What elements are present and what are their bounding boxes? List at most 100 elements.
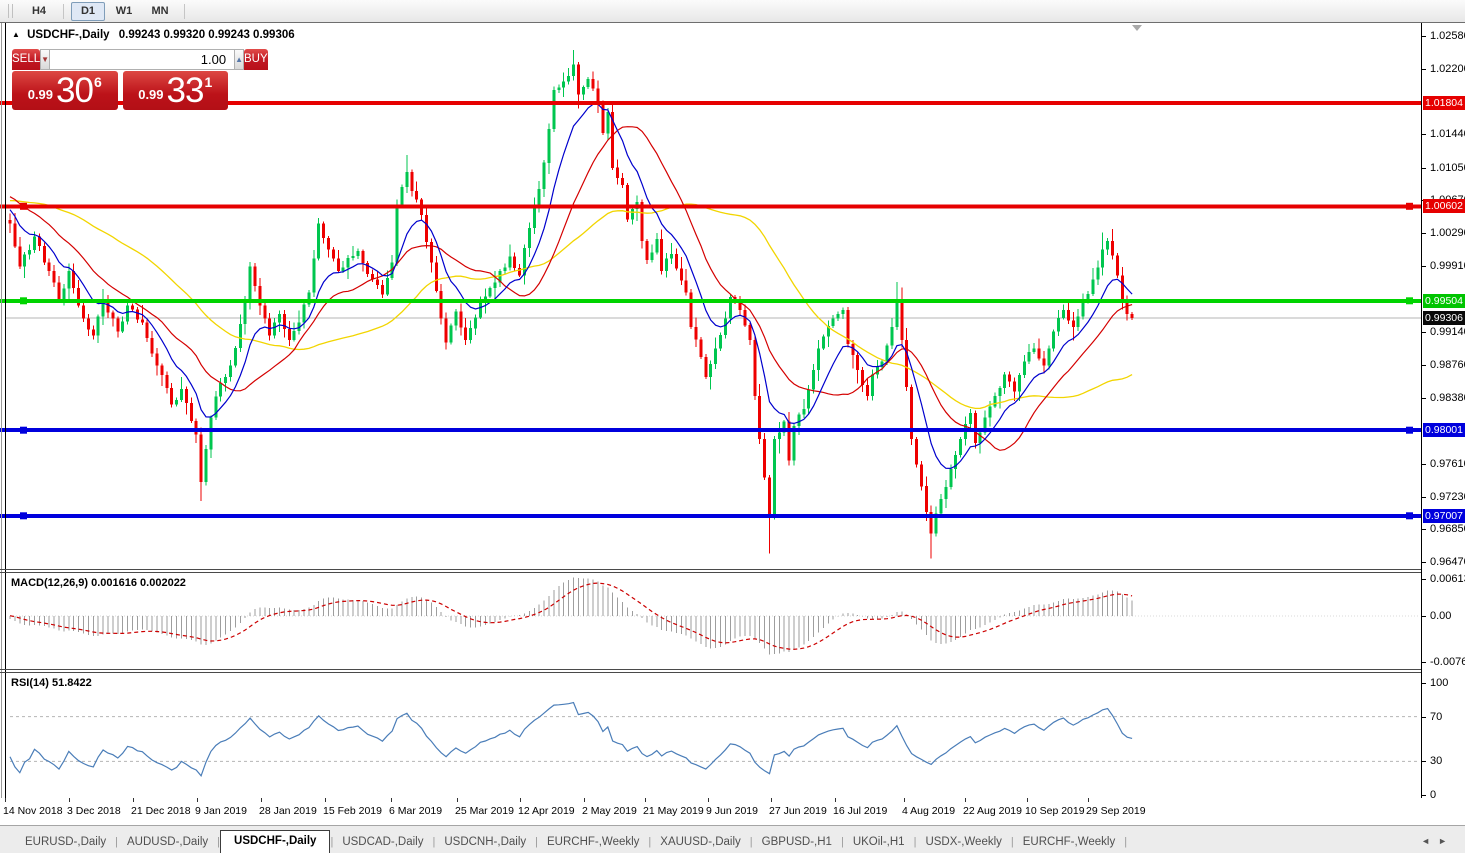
date-tick: [708, 798, 709, 802]
chart-tab-eurchf-weekly[interactable]: EURCHF-,Weekly: [546, 836, 640, 848]
tab-separator: |: [749, 836, 753, 848]
date-tick: [584, 798, 585, 802]
price-line-badge: 1.00602: [1423, 199, 1465, 213]
price-chart[interactable]: [0, 23, 1421, 799]
panel-separator[interactable]: [0, 572, 1465, 573]
date-label: 15 Feb 2019: [323, 805, 382, 817]
buy-price-display[interactable]: 0.99 33 1: [122, 71, 228, 110]
timeframe-button-h4[interactable]: H4: [31, 4, 47, 17]
tab-separator: |: [535, 836, 538, 848]
volume-decrease-button[interactable]: ▼: [40, 49, 50, 70]
chart-tab-audusd-daily[interactable]: AUDUSD-,Daily: [127, 836, 209, 848]
date-label: 25 Mar 2019: [455, 805, 514, 817]
axis-tick: [1422, 562, 1426, 563]
date-tick: [133, 798, 134, 802]
date-label: 4 Aug 2019: [902, 805, 956, 817]
tab-separator: |: [115, 836, 119, 848]
axis-tick: [1422, 266, 1426, 267]
toolbar-separator: [63, 3, 64, 19]
date-label: 21 Dec 2018: [131, 805, 191, 817]
date-label: 28 Jan 2019: [259, 805, 317, 817]
tab-scroll-left-icon[interactable]: ◄: [1421, 836, 1439, 846]
price-axis-label: 1.02200: [1430, 63, 1465, 75]
collapse-triangle-icon[interactable]: ▲: [12, 30, 20, 39]
date-tick: [261, 798, 262, 802]
tab-separator: |: [913, 836, 917, 848]
chart-tab-usdchf-daily[interactable]: USDCHF-,Daily: [220, 830, 331, 853]
chart-tab-ukoil-h1[interactable]: UKOil-,H1: [852, 836, 905, 848]
axis-tick: [1422, 761, 1426, 762]
chart-tab-usdcnh-daily[interactable]: USDCNH-,Daily: [444, 836, 527, 848]
date-tick: [391, 798, 392, 802]
chart-shift-marker[interactable]: [1132, 25, 1142, 31]
axis-tick: [1422, 69, 1426, 70]
chart-tab-eurusd-daily[interactable]: EURUSD-,Daily: [25, 836, 107, 848]
panel-separator[interactable]: [0, 569, 1465, 570]
ohlc-values: 0.99243 0.99320 0.99243 0.99306: [118, 29, 295, 41]
toolbar-grip-handle[interactable]: [8, 4, 13, 18]
sell-button[interactable]: SELL: [12, 49, 41, 70]
panel-separator[interactable]: [0, 672, 1465, 673]
date-tick: [1088, 798, 1089, 802]
date-label: 16 Jul 2019: [833, 805, 888, 817]
date-label: 9 Jun 2019: [706, 805, 758, 817]
price-axis[interactable]: 1.025801.022001.014401.010501.006701.002…: [1421, 23, 1465, 801]
timeframe-button-w1[interactable]: W1: [115, 4, 133, 17]
timeframe-button-mn[interactable]: MN: [151, 4, 169, 17]
timeframe-buttons: H4 D1 W1 MN: [21, 1, 191, 21]
price-line-badge: 0.98001: [1423, 423, 1465, 437]
chart-tab-usdcad-daily[interactable]: USDCAD-,Daily: [342, 836, 424, 848]
date-label: 6 Mar 2019: [389, 805, 443, 817]
axis-tick: [1422, 795, 1426, 796]
chart-tab-xauusd-daily[interactable]: XAUUSD-,Daily: [660, 836, 741, 848]
axis-tick: [1422, 529, 1426, 530]
panel-separator[interactable]: [0, 669, 1465, 670]
date-tick: [457, 798, 458, 802]
axis-tick: [1422, 497, 1426, 498]
axis-tick: [1422, 616, 1426, 617]
date-tick: [520, 798, 521, 802]
macd-axis-label: 0.00: [1430, 610, 1452, 622]
timeframe-button-d1[interactable]: D1: [71, 1, 105, 21]
rsi-axis-label: 100: [1430, 677, 1449, 689]
date-label: 2 May 2019: [582, 805, 637, 817]
tab-scroll-right-icon[interactable]: ►: [1438, 836, 1455, 846]
volume-increase-button[interactable]: ▲: [235, 49, 244, 70]
rsi-axis-label: 70: [1430, 711, 1443, 723]
date-tick: [904, 798, 905, 802]
macd-main-value: 0.001616: [91, 577, 137, 589]
tab-separator: |: [648, 836, 652, 848]
chart-tab-gbpusd-h1[interactable]: GBPUSD-,H1: [761, 836, 832, 848]
price-line-badge: 1.01804: [1423, 96, 1465, 110]
date-label: 21 May 2019: [643, 805, 704, 817]
date-tick: [69, 798, 70, 802]
axis-tick: [1422, 464, 1426, 465]
chart-tab-eurchf-weekly[interactable]: EURCHF-,Weekly: [1022, 836, 1116, 848]
one-click-trading-panel: SELL ▼ ▲ BUY 0.99 30 6 0.99 33 1: [12, 49, 268, 110]
price-line-badge: 0.97007: [1423, 509, 1465, 523]
toolbar-separator: [184, 3, 185, 19]
price-line-badge: 0.99504: [1423, 294, 1465, 308]
sell-price-pip: 6: [93, 74, 102, 90]
sell-price-prefix: 0.99: [27, 87, 54, 102]
sell-price-main: 30: [56, 71, 94, 111]
chart-title: ▲ USDCHF-,Daily 0.99243 0.99320 0.99243 …: [12, 29, 295, 41]
chart-tab-usdx-weekly[interactable]: USDX-,Weekly: [925, 836, 1002, 848]
date-tick: [325, 798, 326, 802]
tab-scroll-arrows: ◄►: [1421, 836, 1455, 853]
buy-button[interactable]: BUY: [243, 49, 268, 70]
symbol-period-label: USDCHF-,Daily: [27, 29, 110, 41]
volume-input[interactable]: [49, 49, 236, 70]
date-axis[interactable]: 14 Nov 2018 3 Dec 2018 21 Dec 2018 9 Jan 20…: [0, 798, 1465, 825]
axis-tick: [1422, 332, 1426, 333]
plot-left-frame: [5, 23, 6, 799]
tab-separator: |: [217, 836, 221, 848]
sell-price-display[interactable]: 0.99 30 6: [12, 71, 118, 110]
macd-axis-label: 0.00613: [1430, 573, 1465, 585]
